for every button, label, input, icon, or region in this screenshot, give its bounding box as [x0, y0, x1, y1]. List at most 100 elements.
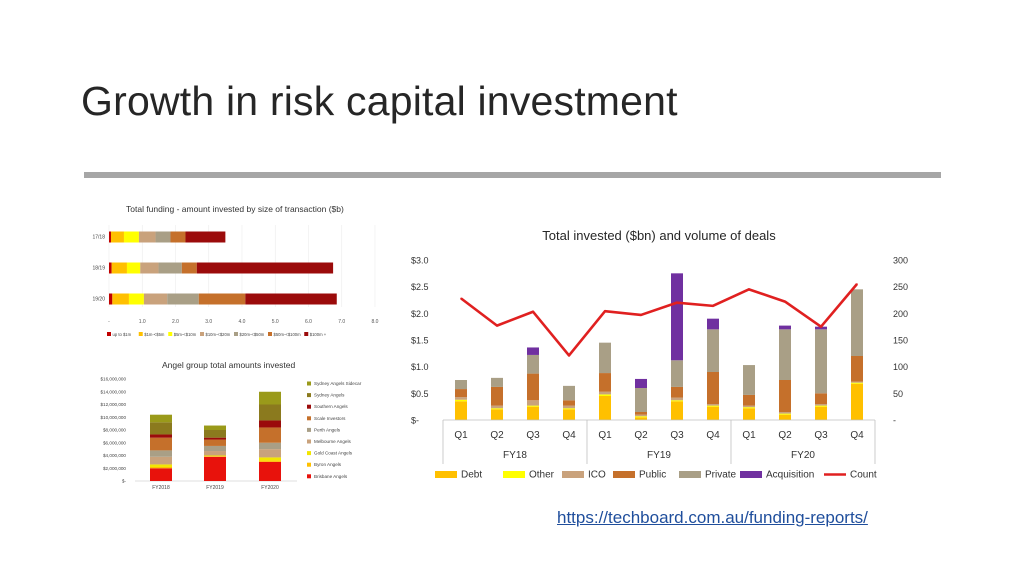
bar-segment	[815, 406, 827, 420]
bar-segment	[779, 412, 791, 414]
chart-title: Angel group total amounts invested	[162, 360, 296, 370]
legend-label: Sydney Angels	[314, 393, 345, 398]
bar-segment	[743, 405, 755, 408]
bar-segment	[150, 464, 172, 467]
bar-segment	[779, 413, 791, 415]
bar-segment	[259, 391, 281, 405]
legend-label: $50m-<$100m	[274, 332, 302, 337]
bar-segment	[491, 408, 503, 410]
legend-swatch	[435, 471, 457, 478]
category-label: FY2018	[152, 485, 170, 491]
count-point	[532, 310, 534, 313]
bar-segment	[123, 231, 139, 243]
legend-label: Southern Angels	[314, 404, 348, 409]
legend-swatch	[268, 332, 272, 336]
bar-segment	[455, 380, 467, 390]
bar-segment	[150, 437, 172, 451]
bar-segment	[491, 377, 503, 387]
category-label: FY2020	[261, 485, 279, 491]
category-label: Q3	[670, 430, 684, 441]
legend-swatch	[307, 381, 311, 386]
legend-swatch	[234, 332, 238, 336]
count-point	[640, 314, 642, 316]
bar-segment	[563, 409, 575, 420]
bar-segment	[851, 381, 863, 383]
bar-segment	[204, 451, 226, 456]
bar-segment	[204, 456, 226, 457]
bar-segment	[815, 326, 827, 330]
bar-segment	[599, 342, 611, 374]
y-tick-label: $3.0	[411, 256, 429, 266]
bar-segment	[707, 318, 719, 330]
bar-segment	[138, 231, 156, 243]
y-tick-label: $16,000,000	[100, 377, 126, 382]
y-tick-label: $0.5	[411, 389, 429, 399]
legend-label: $5m-<$10m	[174, 332, 197, 337]
bar-segment	[204, 425, 226, 430]
category-label: 17/18	[92, 235, 105, 241]
bar-segment	[599, 373, 611, 392]
y2-tick-label: 300	[893, 256, 908, 266]
count-point	[568, 354, 570, 357]
bar-segment	[150, 450, 172, 457]
category-label: Q4	[850, 430, 864, 441]
x-tick-label: 6.0	[305, 319, 312, 325]
bar-segment	[491, 409, 503, 420]
legend-label: Count	[850, 470, 877, 481]
y2-tick-label: 100	[893, 362, 908, 372]
category-label: Q2	[778, 430, 792, 441]
bar-segment	[150, 414, 172, 423]
x-tick-label: 3.0	[205, 319, 212, 325]
count-point	[496, 324, 498, 327]
bar-segment	[815, 329, 827, 394]
bar-segment	[635, 378, 647, 388]
bar-segment	[204, 430, 226, 438]
group-label: FY19	[647, 450, 671, 461]
bar-segment	[491, 405, 503, 409]
bar-segment	[259, 457, 281, 461]
category-label: Q4	[706, 430, 720, 441]
bar-segment	[527, 405, 539, 407]
y2-tick-label: 250	[893, 282, 908, 292]
bar-segment	[455, 389, 467, 398]
bar-segment	[204, 437, 226, 440]
bar-segment	[635, 417, 647, 420]
legend-label: Gold Coast Angels	[314, 451, 353, 456]
category-label: 18/19	[92, 266, 105, 272]
bar-segment	[635, 388, 647, 412]
x-tick-label: 1.0	[139, 319, 146, 325]
bar-segment	[455, 401, 467, 420]
category-label: Q1	[454, 430, 468, 441]
count-point	[604, 310, 606, 312]
legend-label: Sydney Angels Sidecar	[314, 381, 362, 386]
x-tick-label: 8.0	[372, 319, 379, 325]
bar-segment	[635, 414, 647, 417]
count-point	[712, 305, 714, 307]
y-tick-label: $-	[411, 416, 419, 426]
bar-segment	[204, 455, 226, 457]
legend-swatch	[138, 332, 143, 336]
category-label: FY2019	[206, 485, 224, 491]
bar-segment	[599, 394, 611, 396]
bar-segment	[110, 231, 124, 243]
slide-title: Growth in risk capital investment	[81, 78, 678, 124]
legend-swatch	[168, 332, 173, 336]
bar-segment	[563, 385, 575, 401]
bar-segment	[112, 293, 129, 305]
legend-swatch	[307, 416, 311, 421]
bar-segment	[259, 420, 281, 428]
bar-segment	[527, 354, 539, 374]
legend-swatch	[740, 471, 762, 478]
bar-segment	[563, 405, 575, 409]
legend-swatch	[562, 471, 584, 478]
x-tick-label: 2.0	[172, 319, 179, 325]
category-label: Q2	[634, 430, 648, 441]
count-point	[460, 297, 462, 300]
source-link[interactable]: https://techboard.com.au/funding-reports…	[557, 508, 868, 527]
legend-swatch	[307, 393, 311, 398]
bar-segment	[259, 460, 281, 462]
bar-segment	[140, 262, 159, 274]
bar-segment	[185, 231, 226, 243]
category-label: Q2	[490, 430, 504, 441]
bar-segment	[150, 456, 172, 465]
